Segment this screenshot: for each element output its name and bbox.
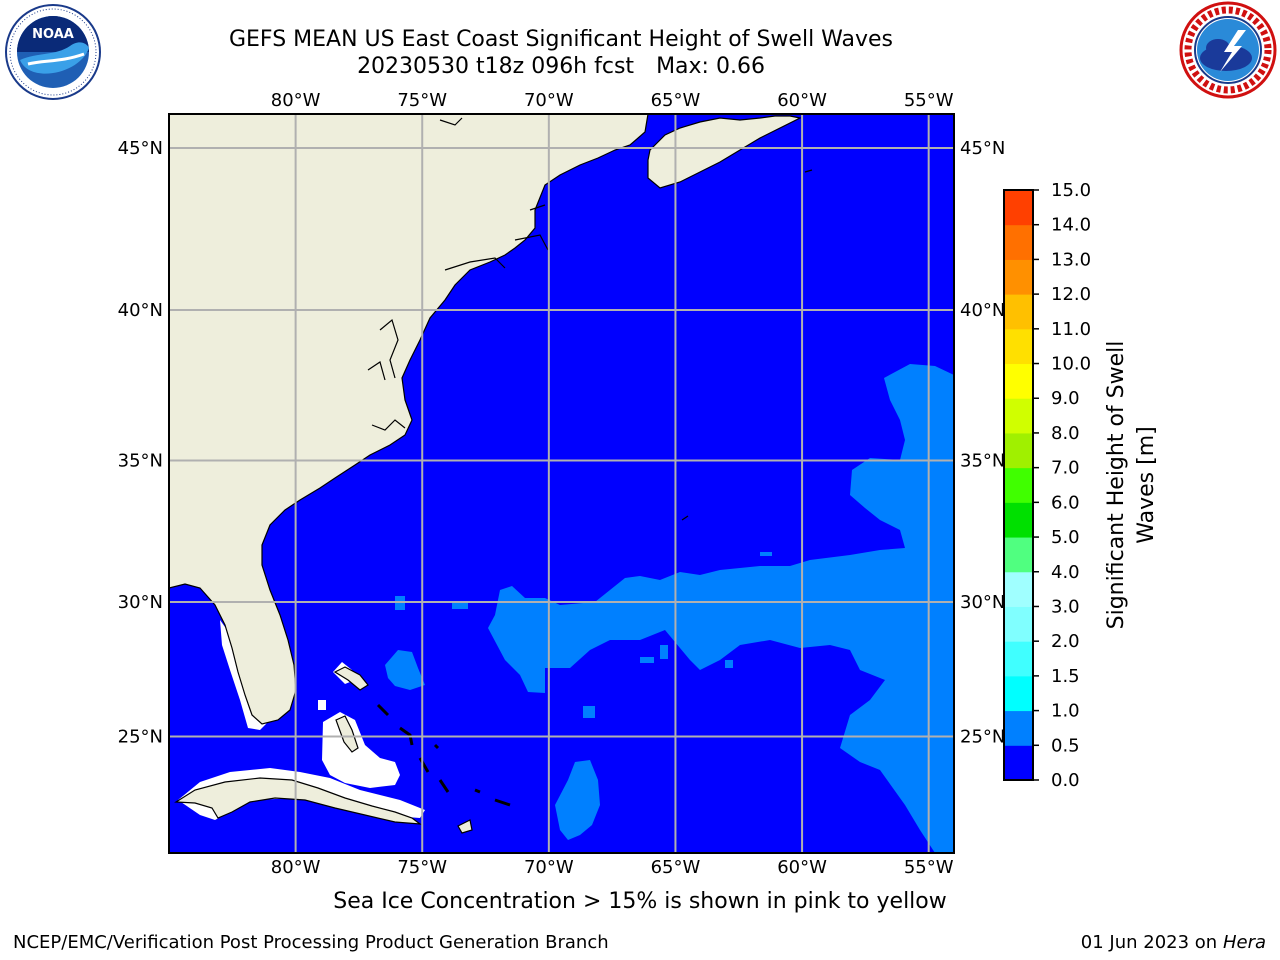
noaa-logo-icon: NOAA [5, 4, 101, 100]
colorbar-segment [1004, 606, 1033, 642]
nws-logo-icon [1179, 1, 1277, 99]
lon-label-bottom: 55°W [904, 857, 954, 878]
colorbar-tick-label: 3.0 [1051, 596, 1080, 617]
colorbar-segment [1004, 641, 1033, 677]
colorbar-segment [1004, 363, 1033, 399]
sea-ice-note: Sea Ice Concentration > 15% is shown in … [333, 889, 947, 914]
colorbar-tick-label: 4.0 [1051, 562, 1080, 583]
swell-patch [395, 596, 405, 610]
lon-label-top: 55°W [904, 90, 954, 111]
lon-label-bottom: 80°W [271, 857, 321, 878]
nova-scotia [647, 115, 802, 189]
colorbar-tick-label: 13.0 [1051, 249, 1091, 270]
swell-patch [725, 660, 733, 668]
grand-bahama [333, 666, 369, 691]
hispaniola-tip [457, 819, 473, 834]
lat-label-right: 40°N [960, 300, 1005, 321]
colorbar-segment [1004, 190, 1033, 226]
lat-label-left: 45°N [118, 138, 163, 159]
lon-label-bottom: 75°W [397, 857, 447, 878]
colorbar-tick-label: 9.0 [1051, 388, 1080, 409]
colorbar-segment [1004, 398, 1033, 434]
colorbar-tick-label: 10.0 [1051, 354, 1091, 375]
colorbar-tick-label: 8.0 [1051, 423, 1080, 444]
colorbar-tick-label: 11.0 [1051, 319, 1091, 340]
lon-label-bottom: 65°W [651, 857, 701, 878]
lon-label-top: 60°W [777, 90, 827, 111]
colorbar-segment [1004, 432, 1033, 469]
us-east-coast-land [169, 114, 649, 725]
andros-island [335, 715, 359, 753]
swell-region-south [555, 760, 600, 840]
lat-label-left: 30°N [118, 592, 163, 613]
lon-label-top: 80°W [271, 90, 321, 111]
swell-0.5-1.0-regions [385, 364, 954, 853]
lon-label-bottom: 70°W [524, 857, 574, 878]
run-info: 20230530 t18z 096h fcst [357, 54, 635, 79]
colorbar-tick-label: 6.0 [1051, 492, 1080, 513]
lat-label-left: 40°N [118, 300, 163, 321]
colorbar-tick-label: 7.0 [1051, 458, 1080, 479]
map-frame [168, 113, 955, 854]
colorbar-segment [1004, 259, 1033, 295]
swell-patch [640, 657, 654, 663]
colorbar-tick-label: 0.5 [1051, 735, 1080, 756]
colorbar-segment [1004, 675, 1033, 712]
colorbar-title-line1: Significant Height of Swell [1104, 341, 1129, 630]
colorbar-segment [1004, 224, 1033, 260]
colorbar-segment [1004, 502, 1033, 538]
lat-label-right: 30°N [960, 592, 1005, 613]
swell-patch [583, 706, 595, 718]
coastline-details [367, 117, 813, 521]
lat-label-right: 35°N [960, 450, 1005, 471]
colorbar-segment [1004, 571, 1033, 607]
map-title: GEFS MEAN US East Coast Significant Heig… [228, 27, 894, 52]
colorbar-tick-label: 1.5 [1051, 666, 1080, 687]
cuba [174, 777, 423, 825]
colorbar-segment [1004, 537, 1033, 573]
colorbar-segment [1004, 294, 1033, 330]
swell-patch [452, 602, 468, 609]
swell-patch [760, 552, 772, 556]
swell-region-bahamas [385, 650, 425, 690]
lon-label-top: 65°W [651, 90, 701, 111]
colorbar-tick-label: 15.0 [1051, 180, 1091, 201]
colorbar-tick-label: 12.0 [1051, 284, 1091, 305]
land [169, 114, 802, 834]
footer-branch: NCEP/EMC/Verification Post Processing Pr… [13, 932, 609, 953]
colorbar-tick-label: 5.0 [1051, 527, 1080, 548]
footer-date-text: 01 Jun 2023 on [1080, 932, 1218, 953]
colorbar-tick-label: 14.0 [1051, 215, 1091, 236]
swell-patch [660, 645, 668, 659]
lon-label-top: 70°W [524, 90, 574, 111]
lon-label-bottom: 60°W [777, 857, 827, 878]
colorbar-segment [1004, 710, 1033, 746]
swell-region-east [488, 364, 954, 853]
colorbar [1003, 189, 1034, 781]
lat-label-left: 35°N [118, 450, 163, 471]
colorbar-tick-label: 0.0 [1051, 770, 1080, 791]
colorbar-segment [1004, 745, 1033, 781]
axis-labels: 80°W 80°W 75°W 75°W 70°W 70°W 65°W 65°W 60°W 60°W… [118, 90, 1006, 878]
footer-date: 01 Jun 2023 on Hera [1081, 932, 1266, 954]
noaa-logo-text: NOAA [32, 27, 74, 42]
colorbar-segment [1004, 328, 1033, 365]
colorbar-ticks: 0.0 0.5 1.0 1.5 2.0 3.0 4.0 5.0 6.0 7.0 8.0 9.0 10.0… [1033, 180, 1091, 791]
max-value: Max: 0.66 [656, 54, 765, 79]
colorbar-segment [1004, 467, 1033, 503]
lon-label-top: 75°W [397, 90, 447, 111]
colorbar-tick-label: 1.0 [1051, 701, 1080, 722]
footer-machine: Hera [1222, 932, 1266, 953]
lat-label-right: 25°N [960, 727, 1005, 748]
forecast-subtitle: 20230530 t18z 096h fcst Max: 0.66 [160, 54, 962, 80]
gridlines [169, 114, 954, 853]
lat-label-right: 45°N [960, 138, 1005, 159]
colorbar-tick-label: 2.0 [1051, 631, 1080, 652]
colorbar-frame [1003, 189, 1034, 781]
lat-label-left: 25°N [118, 727, 163, 748]
colorbar-title: Significant Height of Swell Waves [m] [1104, 341, 1159, 630]
colorbar-title-line2: Waves [m] [1134, 426, 1159, 543]
bahamas-islands [376, 703, 511, 807]
